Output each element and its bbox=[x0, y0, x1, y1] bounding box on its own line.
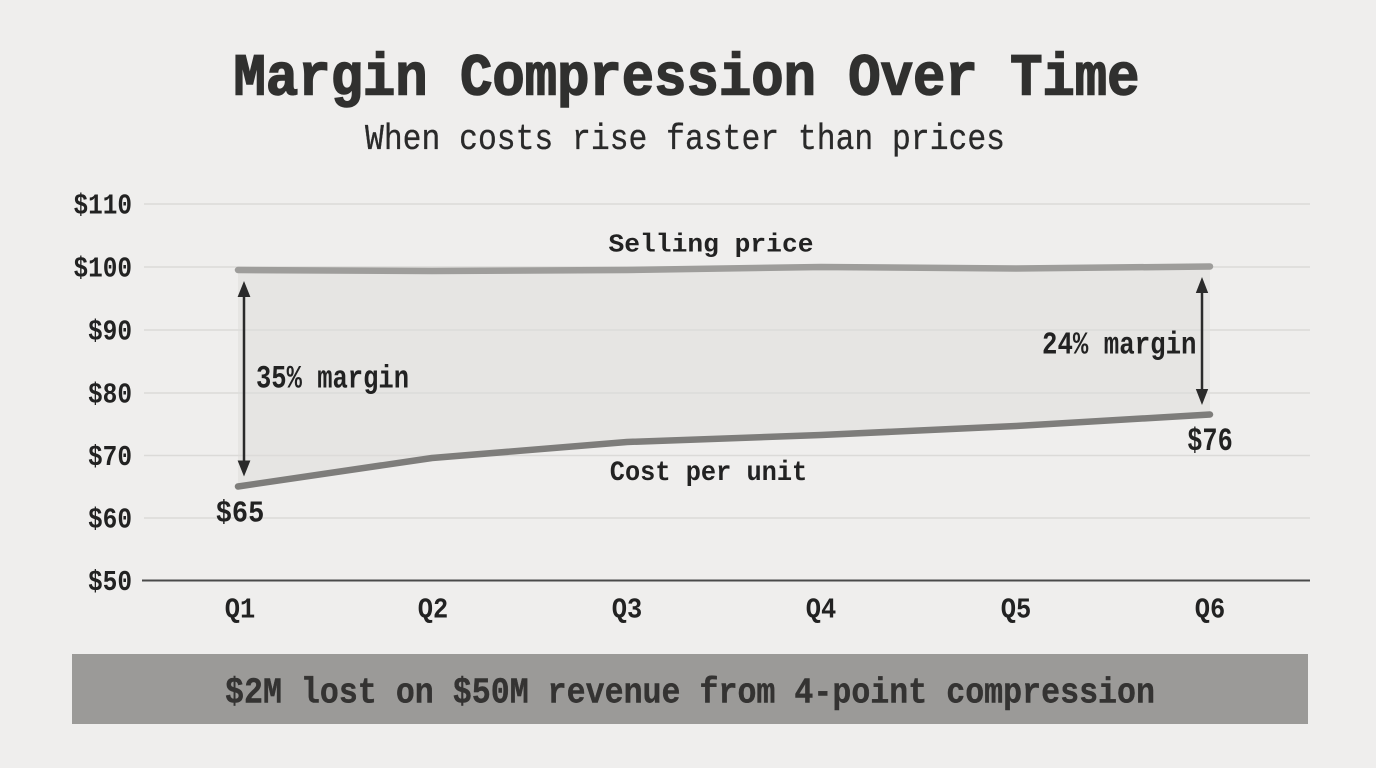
svg-text:$50: $50 bbox=[88, 566, 132, 599]
svg-text:$60: $60 bbox=[88, 503, 132, 536]
svg-text:Margin Compression Over Time: Margin Compression Over Time bbox=[234, 45, 1140, 113]
svg-text:Q5: Q5 bbox=[1001, 594, 1032, 627]
svg-text:Q2: Q2 bbox=[418, 594, 449, 627]
svg-text:Q4: Q4 bbox=[806, 594, 837, 627]
svg-text:Q6: Q6 bbox=[1195, 594, 1226, 627]
svg-text:Q3: Q3 bbox=[612, 594, 643, 627]
svg-text:$76: $76 bbox=[1187, 423, 1233, 460]
svg-text:$70: $70 bbox=[88, 441, 132, 474]
svg-text:Cost per unit: Cost per unit bbox=[610, 458, 808, 489]
svg-text:When costs rise faster than pr: When costs rise faster than prices bbox=[365, 119, 1005, 160]
svg-text:Selling price: Selling price bbox=[609, 231, 814, 260]
svg-text:Q1: Q1 bbox=[225, 594, 256, 627]
svg-text:35% margin: 35% margin bbox=[256, 360, 409, 397]
svg-text:$100: $100 bbox=[74, 252, 133, 285]
svg-text:$80: $80 bbox=[88, 378, 132, 411]
svg-text:24% margin: 24% margin bbox=[1042, 328, 1197, 363]
svg-text:$90: $90 bbox=[88, 315, 132, 348]
svg-text:$2M lost on $50M revenue from: $2M lost on $50M revenue from 4-point co… bbox=[225, 673, 1155, 714]
svg-text:$65: $65 bbox=[216, 497, 265, 532]
svg-text:$110: $110 bbox=[74, 189, 133, 222]
